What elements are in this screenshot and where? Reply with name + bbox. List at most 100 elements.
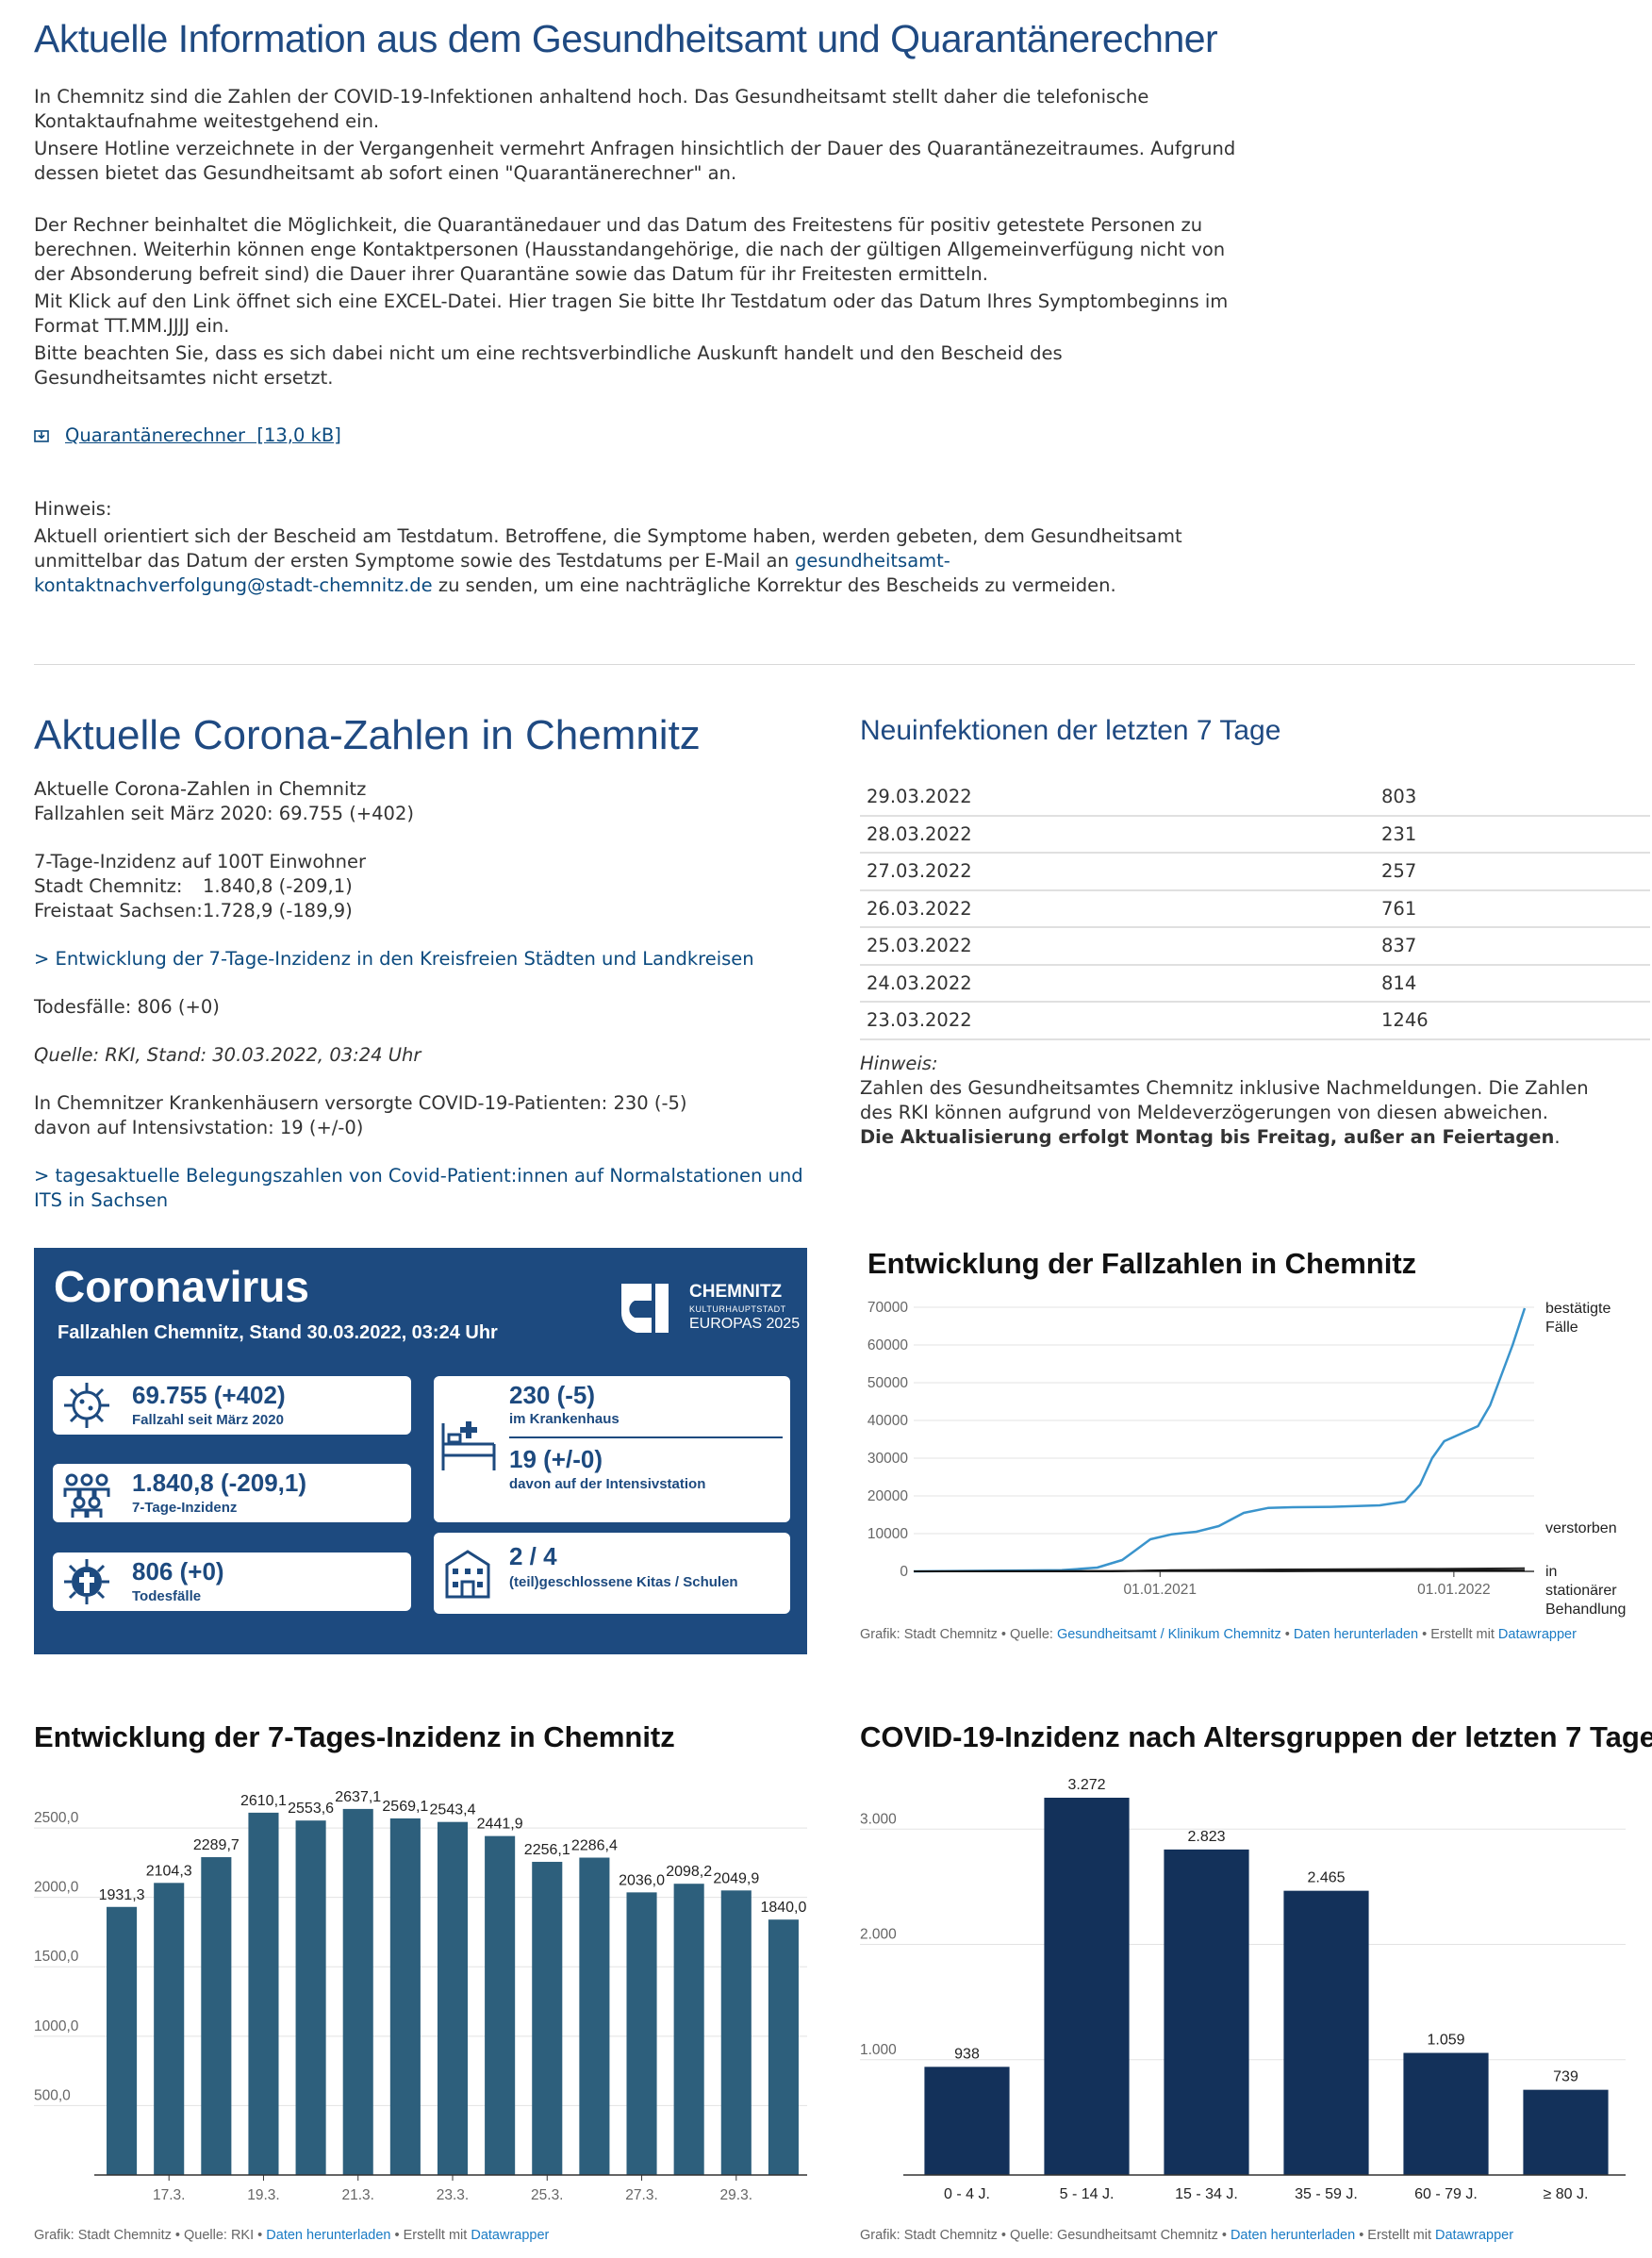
row-value: 257	[1374, 853, 1650, 891]
row-value: 231	[1374, 815, 1650, 854]
new-infections-hint-bold: Die Aktualisierung erfolgt Montag bis Fr…	[860, 1126, 1555, 1148]
y-tick-label: 60000	[867, 1337, 908, 1353]
numbers-deaths: Todesfälle: 806 (+0)	[34, 996, 220, 1018]
numbers-cases: Fallzahlen seit März 2020: 69.755 (+402)	[34, 803, 414, 824]
table-row: 28.03.2022 231	[860, 815, 1650, 854]
download-icon	[34, 428, 49, 443]
info-paragraph-3: Der Rechner beinhaltet die Möglichkeit, …	[34, 214, 1226, 285]
x-tick-label: 01.01.2021	[1123, 1582, 1197, 1598]
row-value: 1246	[1374, 1002, 1650, 1040]
cases-footer-source-link[interactable]: Gesundheitsamt / Klinikum Chemnitz	[1056, 1627, 1281, 1642]
incidence-card: 1.840,8 (-209,1) 7-Tage-Inzidenz	[53, 1464, 411, 1522]
row-date: 26.03.2022	[860, 889, 1375, 928]
section-divider	[34, 664, 1635, 665]
hospital-line	[913, 1569, 1526, 1572]
info-paragraph-4: Mit Klick auf den Link öffnet sich eine …	[34, 291, 1229, 337]
y-tick-label: 1000,0	[34, 2018, 79, 2034]
kitas-card: 2 / 4 (teil)geschlossene Kitas / Schulen	[434, 1533, 790, 1614]
cases-footer-sep: •	[1280, 1627, 1294, 1642]
age-value-label: 3.272	[1067, 1777, 1105, 1793]
incidence-bar	[107, 1906, 138, 2175]
cases-footer-made: • Erstellt mit	[1418, 1627, 1498, 1642]
table-row: 26.03.2022 761	[860, 889, 1650, 928]
series-label-hospital: in stationärer Behandlung	[1545, 1564, 1626, 1618]
hint-text: Aktuell orientiert sich der Bescheid am …	[34, 524, 1213, 598]
incidence-link-label[interactable]: > Entwicklung der 7-Tage-Inzidenz in den…	[34, 948, 754, 970]
row-date: 29.03.2022	[860, 779, 1375, 817]
new-infections-table: 29.03.2022 803 28.03.2022 231 27.03.2022 257 2…	[860, 779, 1650, 1040]
incidence-value-label: 2289,7	[193, 1837, 240, 1853]
incidence-footer-download-link[interactable]: Daten herunterladen	[266, 2228, 391, 2243]
cases-footer-datawrapper-link[interactable]: Datawrapper	[1497, 1627, 1577, 1642]
incidence-value-label: 2441,9	[477, 1817, 523, 1833]
incidence-value-label: 2098,2	[666, 1864, 712, 1880]
age-category-label: 15 - 34 J.	[1175, 2186, 1238, 2201]
x-tick-label: 25.3.	[531, 2187, 563, 2201]
row-date: 25.03.2022	[860, 927, 1375, 966]
incidence-footer-made: • Erstellt mit	[390, 2228, 471, 2243]
deaths-label: Todesfälle	[132, 1588, 202, 1604]
series-label-deaths: verstorben	[1545, 1520, 1617, 1536]
incidence-chart-title: Entwicklung der 7-Tages-Inzidenz in Chem…	[34, 1720, 675, 1753]
deaths-card: 806 (+0) Todesfälle	[53, 1552, 411, 1611]
incidence-value-label: 1931,3	[99, 1887, 145, 1903]
x-tick-label: 21.3.	[341, 2187, 373, 2201]
age-footer-download-link[interactable]: Daten herunterladen	[1230, 2228, 1356, 2243]
row-date: 23.03.2022	[860, 1002, 1375, 1040]
age-bar	[1523, 2089, 1609, 2175]
hospital-value: 230 (-5)	[509, 1381, 596, 1409]
download-link[interactable]: Quarantänerechner [13,0 kB]	[34, 423, 341, 448]
numbers-sachsen-row: Freistaat Sachsen:1.728,9 (-189,9)	[34, 899, 817, 923]
x-tick-label: 19.3.	[247, 2187, 279, 2201]
info-title: Aktuelle Information aus dem Gesundheits…	[34, 17, 1218, 60]
new-infections-hint: Hinweis: Zahlen des Gesundheitsamtes Che…	[860, 1052, 1624, 1150]
logo-line-3: EUROPAS 2025	[689, 1316, 801, 1332]
incidence-chart-footer: Grafik: Stadt Chemnitz • Quelle: RKI • D…	[34, 2228, 549, 2243]
table-row: 25.03.2022 837	[860, 927, 1650, 966]
y-tick-label: 3.000	[860, 1811, 897, 1827]
age-bar	[1164, 1849, 1249, 2175]
new-infections-hint-bold-row: Die Aktualisierung erfolgt Montag bis Fr…	[860, 1125, 1624, 1150]
cases-card: 69.755 (+402) Fallzahl seit März 2020	[53, 1376, 411, 1435]
numbers-text: Aktuelle Corona-Zahlen in Chemnitz Fallz…	[34, 777, 817, 1213]
row-value: 761	[1374, 889, 1650, 928]
age-bar	[1044, 1798, 1130, 2175]
occupancy-link[interactable]: > tagesaktuelle Belegungszahlen von Covi…	[34, 1164, 817, 1213]
cases-chart-footer: Grafik: Stadt Chemnitz • Quelle: Gesundh…	[860, 1627, 1577, 1642]
row-value: 803	[1374, 779, 1650, 817]
incidence-bar	[673, 1884, 704, 2175]
hint-email-link[interactable]: gesundheitsamt-kontaktnachverfolgung@sta…	[34, 550, 950, 596]
occupancy-link-label[interactable]: > tagesaktuelle Belegungszahlen von Covi…	[34, 1165, 803, 1211]
download-link-label[interactable]: Quarantänerechner [13,0 kB]	[65, 424, 341, 446]
incidence-bar	[437, 1821, 469, 2175]
incidence-value-label: 2637,1	[335, 1789, 381, 1805]
table-row: 24.03.2022 814	[860, 964, 1650, 1003]
age-footer-prefix: Grafik: Stadt Chemnitz • Quelle: Gesundh…	[860, 2228, 1231, 2243]
cases-label: Fallzahl seit März 2020	[132, 1412, 284, 1428]
series-label-confirmed: bestätigte Fälle	[1545, 1301, 1611, 1336]
cases-footer-download-link[interactable]: Daten herunterladen	[1293, 1627, 1419, 1642]
y-tick-label: 10000	[867, 1526, 908, 1542]
incidence-bar	[532, 1861, 563, 2175]
age-footer-datawrapper-link[interactable]: Datawrapper	[1435, 2228, 1514, 2243]
info-text: In Chemnitz sind die Zahlen der COVID-19…	[34, 85, 1236, 390]
y-tick-label: 30000	[867, 1451, 908, 1467]
incidence-link[interactable]: > Entwicklung der 7-Tage-Inzidenz in den…	[34, 947, 817, 971]
banner-subtitle: Fallzahlen Chemnitz, Stand 30.03.2022, 0…	[58, 1322, 498, 1343]
age-category-label: 60 - 79 J.	[1414, 2186, 1478, 2201]
incidence-value-label: 2286,4	[571, 1838, 618, 1854]
coronavirus-banner: Coronavirus Fallzahlen Chemnitz, Stand 3…	[34, 1248, 807, 1654]
deaths-value: 806 (+0)	[132, 1557, 224, 1586]
chemnitz-logo: CHEMNITZ KULTURHAUPTSTADT EUROPAS 2025	[614, 1276, 802, 1342]
y-tick-label: 2000,0	[34, 1880, 79, 1896]
table-row: 29.03.2022 803	[860, 779, 1650, 817]
incidence-footer-datawrapper-link[interactable]: Datawrapper	[471, 2228, 550, 2243]
y-tick-label: 2.000	[860, 1927, 897, 1943]
numbers-icu: davon auf Intensivstation: 19 (+/-0)	[34, 1117, 364, 1138]
incidence-bar	[626, 1892, 657, 2175]
incidence-label: 7-Tage-Inzidenz	[132, 1500, 238, 1516]
incidence-bar	[768, 1919, 799, 2175]
sachsen-value: 1.728,9 (-189,9)	[203, 900, 353, 921]
y-tick-label: 70000	[867, 1300, 908, 1316]
banner-title: Coronavirus	[54, 1262, 309, 1311]
